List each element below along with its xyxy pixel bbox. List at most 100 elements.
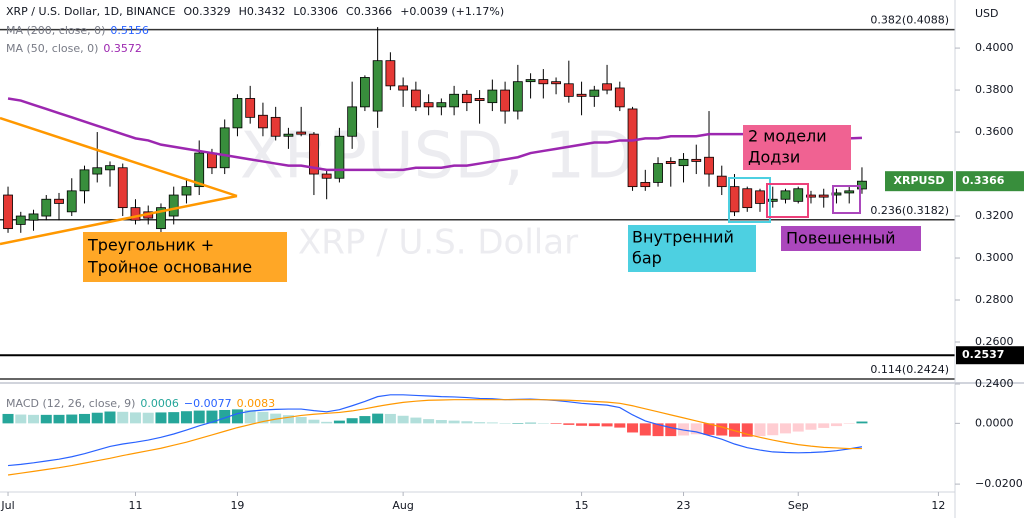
histogram-bar [563,423,575,425]
histogram-bar [843,423,855,424]
candle-body [117,167,128,209]
histogram-bar [91,412,103,424]
macd-legend-value: 0.0083 [237,397,276,410]
candle-body [729,186,740,213]
histogram-bar [206,410,218,424]
last-price-tag [956,171,1024,192]
annotation-text: Треугольник + [87,236,214,255]
macd-legend-value: 0.0006 [140,397,179,410]
currency-label: USD [975,7,999,20]
candle-body [767,198,778,202]
histogram-bar [282,415,294,424]
histogram-bar [703,423,715,435]
candle-body [538,79,549,85]
histogram-bar [792,423,804,432]
annotation-box [781,226,921,251]
triangle-line [0,194,238,246]
histogram-bar [359,416,371,424]
candle-body [219,127,230,169]
candle-body [168,194,179,217]
x-tick-label: 11 [128,499,142,512]
triangle-line [0,116,238,198]
indicator-value: 0.5156 [110,24,149,37]
ma-line [7,97,863,172]
plot-area: 0.382(0.4088) 0.236(0.3182) 0.114(0.2424) [0,14,955,476]
candle-body [321,173,332,179]
candle-body [296,131,307,135]
histogram-bar [448,420,460,424]
histogram-bar [639,423,651,436]
histogram-bar [129,412,141,424]
candle-body [410,89,421,108]
histogram-bar [142,412,154,424]
candle-body [105,165,115,171]
histogram-bar [805,423,817,430]
candle-body [347,106,358,137]
watermark: XRPUSD, 1D [240,120,634,194]
annotation-box [743,125,851,170]
fib-level-label: 0.236(0.3182) [870,204,949,217]
fib-level-label: 0.114(0.2424) [870,363,949,376]
candle-body [500,89,510,112]
candle-body [245,98,256,118]
x-tick-label: 12 [931,499,945,512]
macd-legend-title: MACD (12, 26, close, 9) [6,397,135,410]
candle-body [551,81,561,85]
macd-line [7,394,863,467]
candle-body [640,182,651,188]
x-tick-label: 15 [575,499,589,512]
candle-body [793,188,804,202]
histogram-bar [830,423,842,427]
histogram-bar [767,423,779,436]
annotation-box [628,225,756,272]
histogram-bar [333,420,345,424]
candle-body [589,89,600,97]
symbol-tag-label: XRPUSD [894,174,945,187]
histogram-bar [321,421,333,424]
histogram-bar [28,414,40,424]
histogram-bar [665,423,677,437]
histogram-bar [372,413,384,424]
histogram-bar [741,423,753,437]
candle-body [780,190,791,200]
candle-body [806,194,816,198]
candle-body [66,190,77,213]
header-item: L0.3306 [293,5,338,18]
candle-body [54,198,64,204]
candle-body [28,213,39,221]
x-tick-label: Jul [0,499,14,512]
histogram-bar [588,423,600,427]
candle-body [372,60,383,112]
histogram-bar [537,423,549,424]
candle-body [474,98,485,101]
candle-body [742,188,753,209]
candle-body [614,87,625,108]
histogram-bar [818,423,830,428]
y-tick-label: 0.2800 [975,293,1014,306]
macd-line [7,399,862,476]
histogram-bar [308,419,320,424]
histogram-bar [397,415,409,424]
x-tick-label: 23 [677,499,691,512]
histogram-bar [53,414,65,424]
indicator-value: 0.3572 [103,42,142,55]
candle-body [194,152,205,188]
y-tick-label: 0.3600 [975,125,1014,138]
histogram-bar [40,414,52,424]
annotation-text: Тройное основание [87,258,252,277]
header-item: +0.0039 (+1.17%) [400,5,504,18]
annotation-text: 2 модели [748,127,827,146]
indicator-name: MA (50, close, 0) [6,42,98,55]
histogram-bar [15,414,27,424]
histogram-bar [779,423,791,434]
candle-body [359,77,370,108]
histogram-bar [180,411,192,424]
macd-legend: MACD (12, 26, close, 9) 0.0006 −0.0077 0.00… [6,397,275,410]
annotation-text: Повешенный [786,229,896,248]
price-line-tag [956,346,1024,365]
candle-body [398,85,409,91]
annotation-text: Внутренний [632,228,734,247]
x-tick-label: Sep [788,499,809,512]
histogram-bar [193,410,205,424]
histogram-bar [627,423,639,433]
